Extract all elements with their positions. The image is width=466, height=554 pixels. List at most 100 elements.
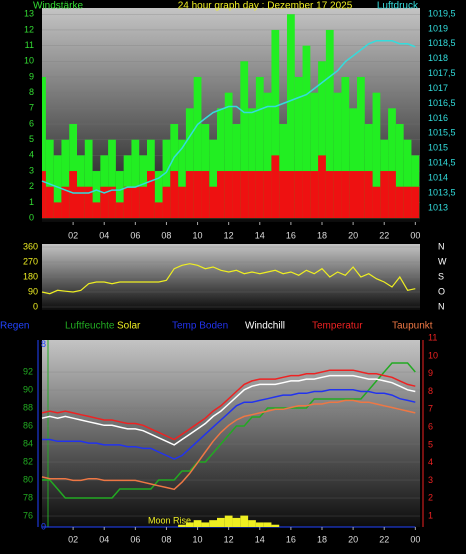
bar bbox=[318, 155, 326, 219]
bar bbox=[170, 124, 179, 219]
tick-label: 6 bbox=[428, 421, 433, 431]
legend-label: Regen bbox=[0, 321, 29, 332]
bar bbox=[318, 61, 326, 219]
bar bbox=[395, 124, 404, 219]
x-tick-label: 12 bbox=[224, 534, 234, 544]
tick-label: 4 bbox=[29, 150, 34, 160]
bar bbox=[271, 155, 280, 219]
x-tick-label: 18 bbox=[317, 230, 327, 240]
legend-label: Temp Boden bbox=[172, 321, 228, 332]
tick-label: 1017 bbox=[428, 83, 448, 93]
tick-label: 80 bbox=[23, 474, 33, 484]
series-line bbox=[41, 374, 416, 446]
bar bbox=[240, 515, 249, 527]
x-tick-label: 02 bbox=[68, 230, 78, 240]
bar bbox=[201, 171, 210, 219]
tick-label: 1 bbox=[29, 197, 34, 207]
bar bbox=[224, 92, 233, 219]
bar bbox=[294, 171, 303, 219]
tick-label: 270 bbox=[23, 256, 38, 266]
bar bbox=[193, 520, 202, 527]
x-tick-label: 20 bbox=[348, 534, 358, 544]
x-tick-label: 16 bbox=[286, 534, 296, 544]
axis-label: Windstärke bbox=[33, 1, 83, 12]
bar bbox=[115, 202, 124, 219]
bar bbox=[170, 171, 179, 219]
bar bbox=[53, 202, 62, 219]
tick-label: 1019 bbox=[428, 23, 448, 33]
tick-label: N bbox=[438, 241, 445, 251]
bar bbox=[69, 171, 77, 219]
bar bbox=[411, 186, 420, 219]
bar bbox=[263, 171, 272, 219]
x-tick-label: 22 bbox=[379, 534, 389, 544]
tick-label: 1014 bbox=[428, 173, 448, 183]
bar bbox=[131, 139, 140, 219]
x-tick-label: 14 bbox=[255, 230, 265, 240]
bar bbox=[61, 139, 70, 219]
bar bbox=[42, 171, 46, 219]
tick-label: 7 bbox=[428, 404, 433, 414]
x-tick-label: 04 bbox=[99, 230, 109, 240]
tick-label: 1 bbox=[428, 510, 433, 520]
bar bbox=[217, 108, 225, 219]
tick-label: 8 bbox=[428, 386, 433, 396]
bar bbox=[341, 171, 350, 219]
tick-label: 1019,5 bbox=[428, 8, 456, 18]
bar bbox=[209, 139, 217, 219]
bar bbox=[115, 171, 124, 219]
chart-title: 24 hour graph day : Dezember 17 2025 bbox=[178, 1, 353, 12]
bar bbox=[263, 522, 272, 527]
bar bbox=[333, 171, 342, 219]
bar bbox=[193, 76, 202, 219]
tick-label: W bbox=[438, 256, 447, 266]
x-tick-label: 14 bbox=[255, 534, 265, 544]
bar bbox=[310, 92, 319, 219]
tick-label: 0 bbox=[33, 301, 38, 311]
bar bbox=[178, 186, 186, 219]
tick-label: 8 bbox=[29, 87, 34, 97]
bar bbox=[108, 186, 116, 219]
tick-label: 8 bbox=[41, 339, 46, 349]
tick-label: 86 bbox=[23, 420, 33, 430]
series-line bbox=[41, 399, 416, 491]
axis-label: Luftdruck bbox=[377, 1, 419, 12]
bar bbox=[224, 171, 233, 219]
legend-label: Temperatur bbox=[312, 321, 363, 332]
bar bbox=[185, 171, 194, 219]
bar bbox=[61, 186, 70, 219]
tick-label: N bbox=[438, 301, 445, 311]
tick-label: 360 bbox=[23, 241, 38, 251]
x-tick-label: 10 bbox=[193, 230, 203, 240]
x-tick-label: 02 bbox=[68, 534, 78, 544]
bar bbox=[217, 517, 225, 527]
bar bbox=[240, 171, 249, 219]
bar bbox=[302, 171, 311, 219]
bar bbox=[294, 76, 303, 219]
bar bbox=[131, 186, 140, 219]
tick-label: 1016,5 bbox=[428, 98, 456, 108]
tick-label: 13 bbox=[24, 9, 34, 19]
tick-label: 78 bbox=[23, 492, 33, 502]
tick-label: 1013 bbox=[428, 202, 448, 212]
legend-label: Taupunkt bbox=[392, 321, 433, 332]
bar bbox=[217, 171, 225, 219]
legend-label: Luftfeuchte bbox=[65, 321, 115, 332]
bar bbox=[248, 108, 256, 219]
tick-label: 180 bbox=[23, 271, 38, 281]
tick-label: 5 bbox=[428, 439, 433, 449]
tick-label: 11 bbox=[25, 40, 34, 50]
tick-label: 1016 bbox=[428, 113, 448, 123]
x-tick-label: 10 bbox=[193, 534, 203, 544]
bar bbox=[232, 171, 241, 219]
bar bbox=[364, 171, 373, 219]
tick-label: 3 bbox=[29, 165, 34, 175]
bar bbox=[255, 171, 264, 219]
bar bbox=[271, 524, 280, 527]
tick-label: 2 bbox=[29, 181, 34, 191]
plot-area bbox=[42, 340, 420, 527]
tick-label: 1014,5 bbox=[428, 158, 456, 168]
bar bbox=[341, 76, 350, 219]
